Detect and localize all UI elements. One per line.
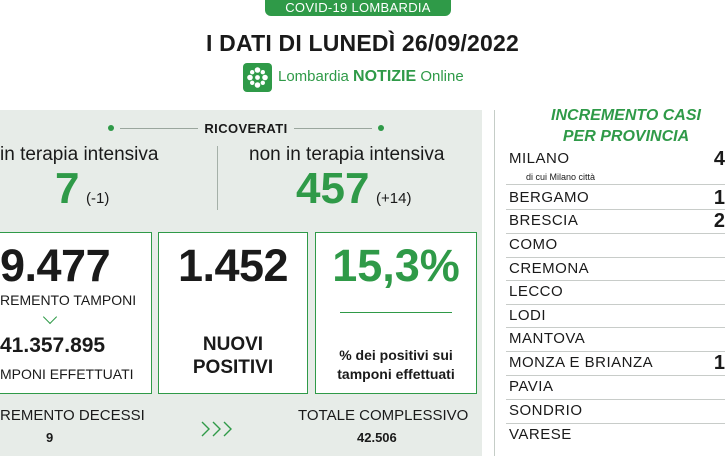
province-row: CREMONA: [506, 258, 725, 281]
totale-label: TOTALE COMPLESSIVO: [298, 407, 469, 424]
province-name: COMO: [509, 236, 558, 253]
dot-right: [378, 125, 384, 131]
province-name: PAVIA: [509, 378, 554, 395]
province-row: SONDRIO: [506, 400, 725, 424]
province-name: CREMONA: [509, 260, 590, 277]
non-terapia-intensiva-value: 457: [296, 164, 370, 213]
brand-part-3: Online: [416, 68, 464, 85]
brand-name: Lombardia NOTIZIE Online: [278, 68, 464, 86]
province-value: 4: [713, 148, 725, 170]
decessi-value: 9: [46, 430, 54, 445]
province-value: 1: [713, 187, 725, 209]
province-name: MANTOVA: [509, 330, 586, 347]
decessi-label: REMENTO DECESSI: [0, 407, 145, 424]
percentuale-divider: [340, 312, 452, 313]
divider-line: [120, 127, 199, 129]
terapia-intensiva-delta: (-1): [86, 190, 110, 207]
nuovi-positivi-value: 1.452: [177, 240, 289, 291]
totale-value: 42.506: [357, 430, 397, 445]
province-name: LECCO: [509, 283, 564, 300]
brand-part-1: Lombardia: [278, 68, 354, 85]
province-name: SONDRIO: [509, 402, 583, 419]
province-name: BRESCIA: [509, 212, 579, 229]
tamponi-card: [0, 232, 152, 394]
non-terapia-intensiva-delta: (+14): [376, 190, 412, 207]
province-name: LODI: [509, 307, 547, 324]
topic-tag: COVID-19 LOMBARDIA: [265, 0, 451, 16]
province-row: LECCO: [506, 281, 725, 305]
terapia-intensiva-value: 7: [55, 164, 80, 213]
chevrons-right-icon: [201, 421, 232, 437]
percentuale-card: [315, 232, 477, 394]
province-title: INCREMENTO CASI PER PROVINCIA: [551, 107, 701, 145]
province-row: BRESCIA 2: [506, 210, 725, 234]
province-name: VARESE: [509, 426, 572, 443]
province-row: BERGAMO 1: [506, 187, 725, 210]
tamponi-total-label: MPONI EFFETTUATI: [0, 366, 134, 382]
tamponi-value: 9.477: [0, 240, 111, 291]
nuovi-positivi-card: [158, 232, 308, 394]
province-row: PAVIA: [506, 376, 725, 400]
vertical-divider: [217, 146, 218, 210]
province-value: 2: [713, 210, 725, 232]
province-row: VARESE: [506, 424, 725, 448]
lombardia-rose-icon: [243, 62, 272, 92]
percentuale-value: 15,3%: [332, 240, 460, 291]
province-row: LODI: [506, 305, 725, 328]
ricoverati-header: RICOVERATI: [108, 119, 384, 137]
province-name: MONZA E BRIANZA: [509, 354, 654, 371]
province-row: COMO: [506, 234, 725, 258]
province-row: MILANO 4: [506, 148, 725, 185]
province-row: MANTOVA: [506, 328, 725, 352]
nuovi-positivi-label: NUOVI POSITIVI: [192, 334, 274, 378]
milano-sub-label: di cui Milano città: [526, 172, 596, 182]
province-value: 1: [713, 352, 725, 374]
terapia-intensiva-label: in terapia intensiva: [0, 144, 159, 165]
tamponi-label: REMENTO TAMPONI: [0, 292, 137, 308]
dot-left: [108, 125, 114, 131]
ricoverati-label: RICOVERATI: [204, 120, 288, 136]
province-row: MONZA E BRIANZA 1: [506, 352, 725, 376]
brand: Lombardia NOTIZIE Online: [243, 62, 464, 92]
percentuale-label: % dei positivi sui tamponi effettuati: [337, 347, 455, 382]
province-name: BERGAMO: [509, 189, 590, 206]
province-name: MILANO: [509, 150, 570, 167]
tamponi-total-value: 41.357.895: [0, 334, 106, 357]
page-title: I DATI DI LUNEDÌ 26/09/2022: [205, 30, 520, 56]
divider-line: [293, 127, 372, 129]
non-terapia-intensiva-label: non in terapia intensiva: [249, 144, 445, 165]
province-panel: [494, 110, 725, 456]
brand-part-2: NOTIZIE: [353, 68, 417, 85]
